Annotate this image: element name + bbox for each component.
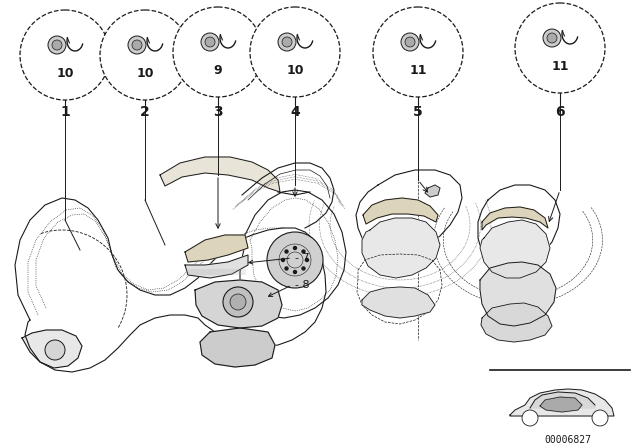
Text: 11: 11 <box>551 60 569 73</box>
Circle shape <box>48 36 66 54</box>
Text: 11: 11 <box>409 65 427 78</box>
Circle shape <box>373 7 463 97</box>
Text: 4: 4 <box>290 105 300 119</box>
Circle shape <box>285 267 288 270</box>
Circle shape <box>223 287 253 317</box>
Polygon shape <box>160 157 280 192</box>
Circle shape <box>20 10 110 100</box>
Circle shape <box>547 33 557 43</box>
Circle shape <box>522 410 538 426</box>
Circle shape <box>205 37 215 47</box>
Circle shape <box>405 37 415 47</box>
Circle shape <box>173 7 263 97</box>
Polygon shape <box>540 397 582 412</box>
Circle shape <box>132 40 142 50</box>
Text: 10: 10 <box>136 67 154 80</box>
Circle shape <box>285 250 288 253</box>
Polygon shape <box>362 218 440 278</box>
Polygon shape <box>185 255 248 278</box>
Text: 5: 5 <box>413 105 423 119</box>
Polygon shape <box>195 280 282 328</box>
Text: 00006827: 00006827 <box>545 435 591 445</box>
Text: 10: 10 <box>286 65 304 78</box>
Circle shape <box>302 267 305 270</box>
Text: 2: 2 <box>140 105 150 119</box>
Text: 10: 10 <box>56 67 74 80</box>
Circle shape <box>282 258 285 262</box>
Circle shape <box>305 258 308 262</box>
Polygon shape <box>530 392 595 408</box>
Polygon shape <box>362 287 435 318</box>
Polygon shape <box>22 330 82 368</box>
Circle shape <box>201 33 219 51</box>
Circle shape <box>250 7 340 97</box>
Circle shape <box>278 33 296 51</box>
Circle shape <box>230 294 246 310</box>
Circle shape <box>45 340 65 360</box>
Polygon shape <box>185 235 248 262</box>
Circle shape <box>52 40 62 50</box>
Polygon shape <box>482 207 548 230</box>
Circle shape <box>294 246 296 250</box>
Polygon shape <box>480 220 550 278</box>
Text: - 8: - 8 <box>295 280 310 290</box>
Circle shape <box>592 410 608 426</box>
Polygon shape <box>480 262 556 326</box>
Circle shape <box>282 37 292 47</box>
Polygon shape <box>425 185 440 197</box>
Circle shape <box>100 10 190 100</box>
Circle shape <box>267 232 323 288</box>
Polygon shape <box>481 303 552 342</box>
Polygon shape <box>510 389 614 416</box>
Polygon shape <box>200 328 275 367</box>
Circle shape <box>294 271 296 273</box>
Circle shape <box>128 36 146 54</box>
Circle shape <box>401 33 419 51</box>
Text: 9: 9 <box>214 65 222 78</box>
Circle shape <box>302 250 305 253</box>
Text: 3: 3 <box>213 105 223 119</box>
Polygon shape <box>363 198 438 224</box>
Circle shape <box>515 3 605 93</box>
Text: - 7: - 7 <box>295 253 310 263</box>
Text: 1: 1 <box>60 105 70 119</box>
Circle shape <box>543 29 561 47</box>
Text: 6: 6 <box>555 105 565 119</box>
